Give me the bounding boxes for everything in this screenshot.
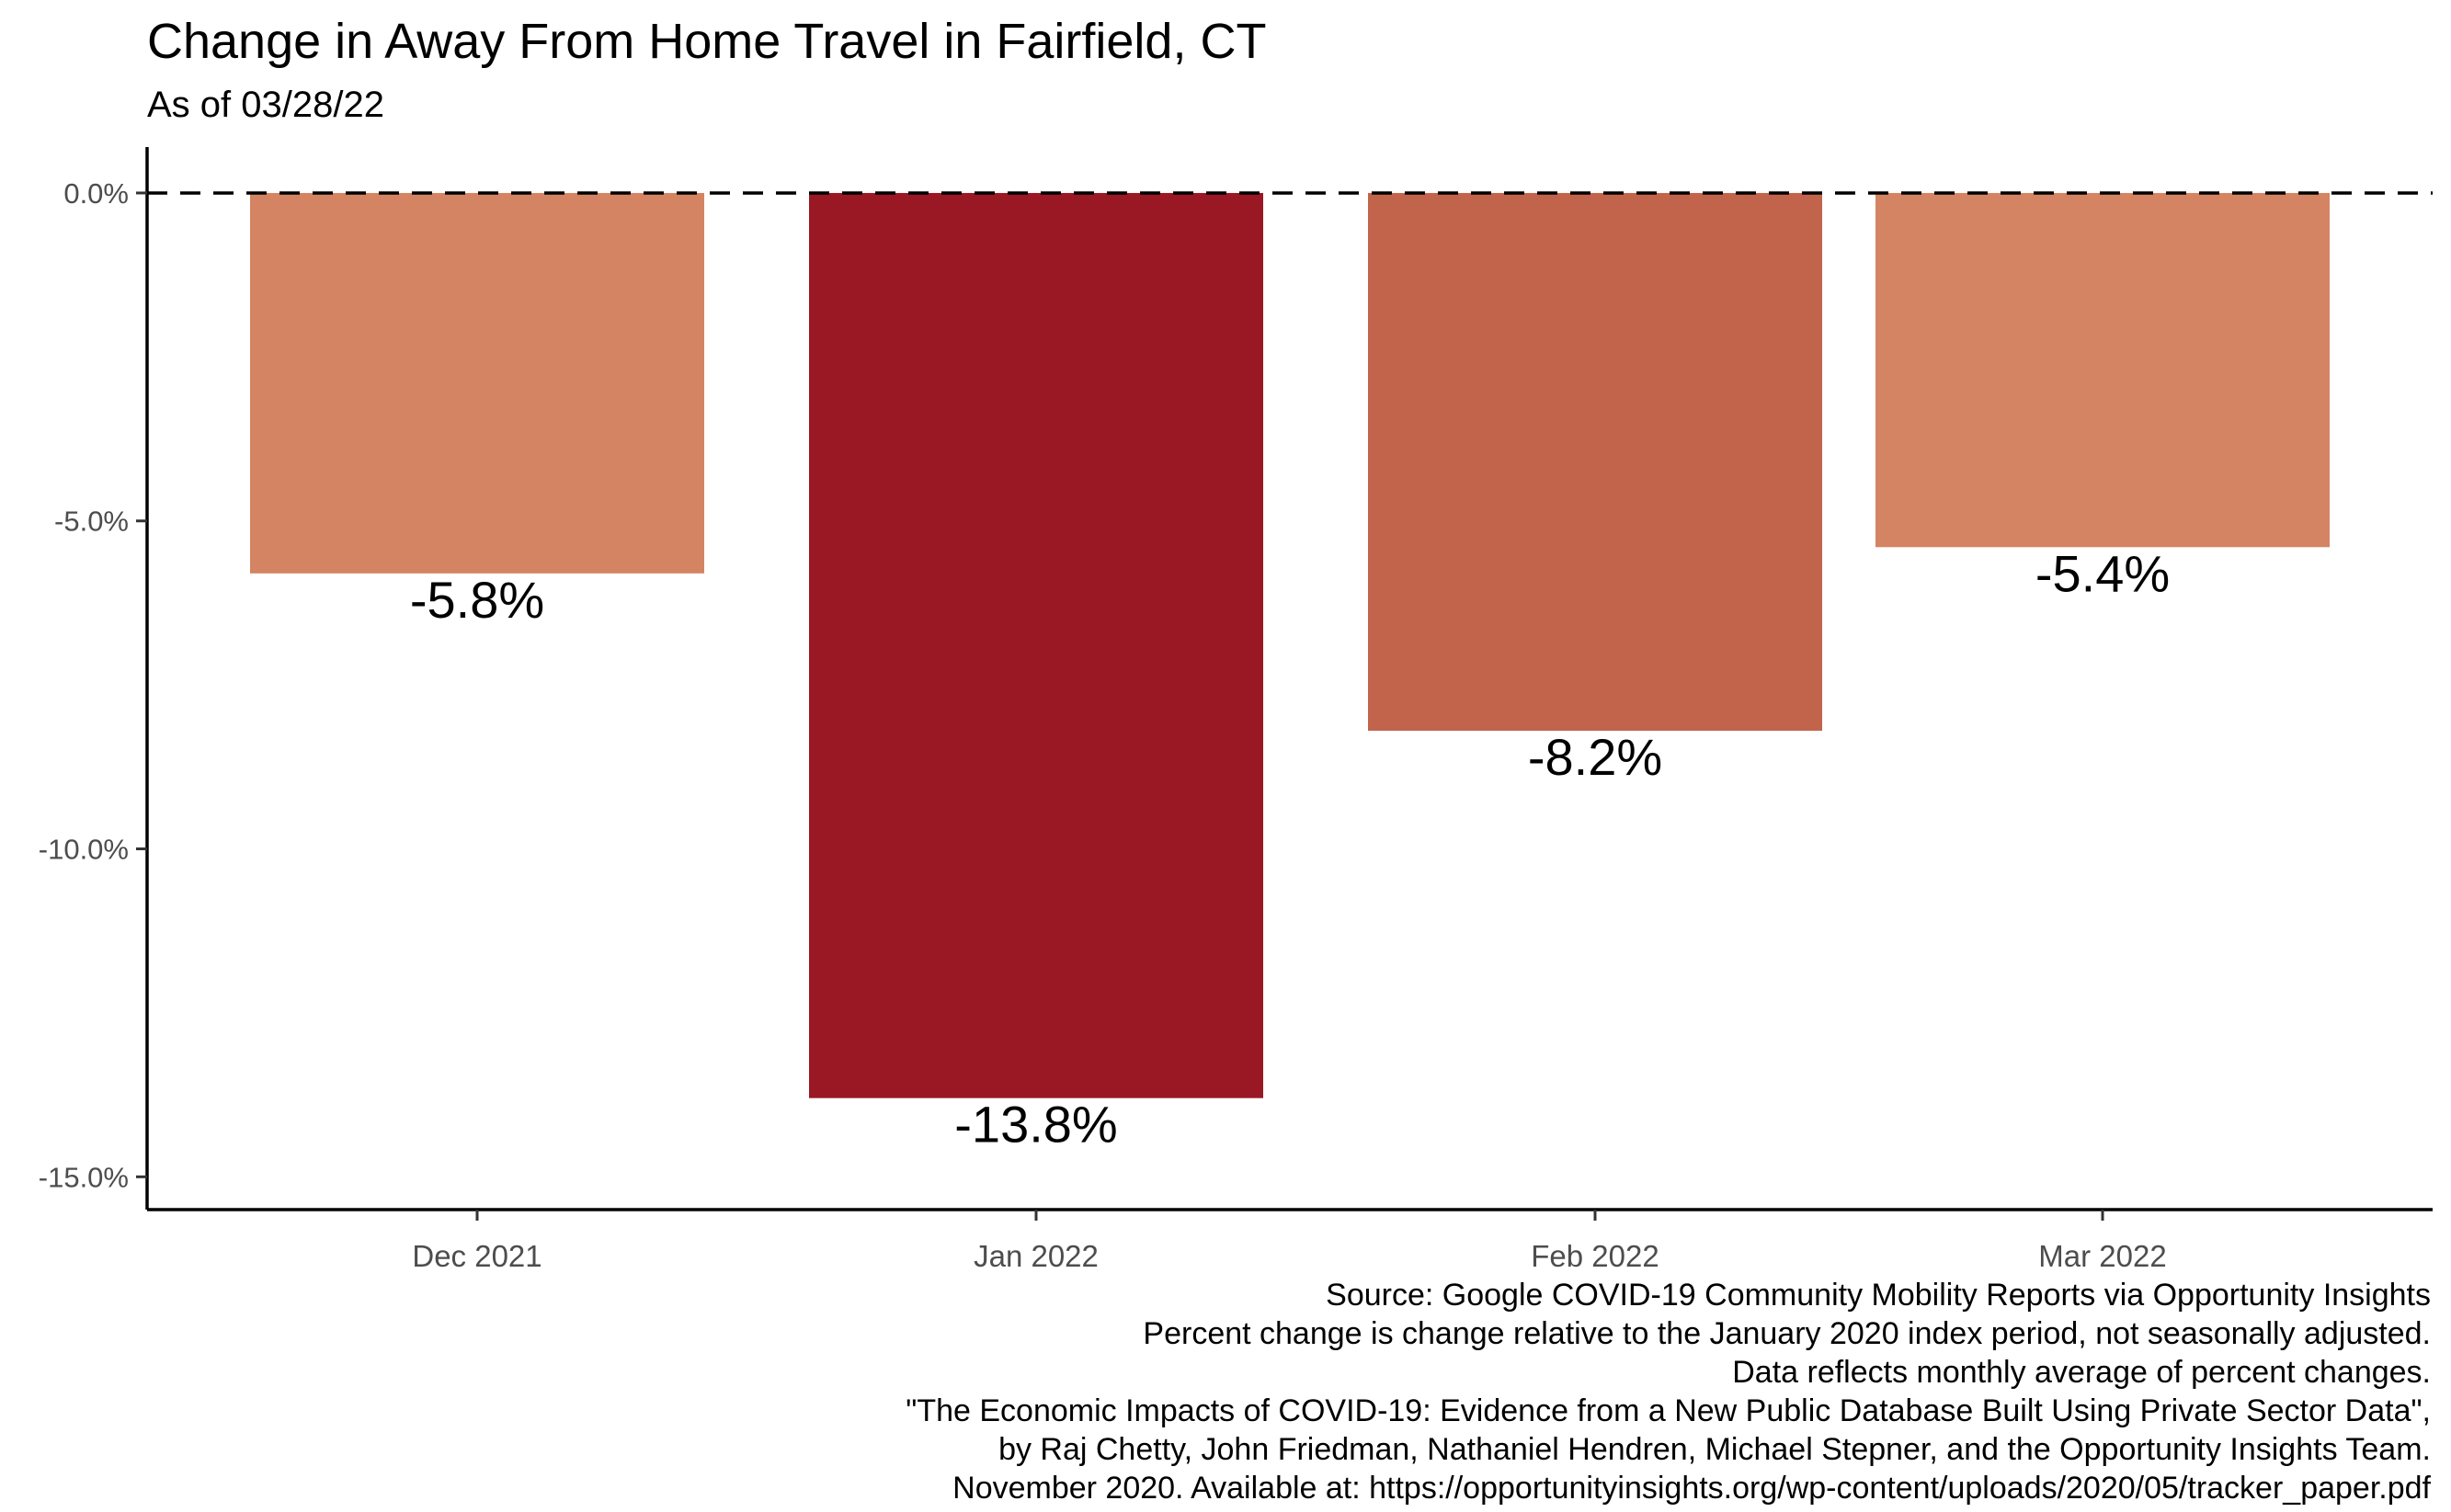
bars-layer [250,192,2330,1098]
chart-subtitle: As of 03/28/22 [147,85,384,125]
caption-line: Data reflects monthly average of percent… [1732,1355,2431,1390]
data-labels-layer: -5.8% -13.8% -8.2% -5.4% [410,544,2170,1153]
bar-dec-2021 [250,192,704,574]
y-tick-label: -15.0% [39,1161,129,1193]
data-label: -5.8% [410,571,544,629]
caption-line: "The Economic Impacts of COVID-19: Evide… [906,1393,2431,1428]
bar-mar-2022 [1875,192,2330,548]
y-axis-ticks: 0.0% -5.0% -10.0% -15.0% [39,177,147,1193]
caption-line: by Raj Chetty, John Friedman, Nathaniel … [998,1432,2431,1467]
chart-title: Change in Away From Home Travel in Fairf… [147,14,1267,69]
y-tick-label: -10.0% [39,834,129,866]
x-tick-label: Jan 2022 [974,1239,1099,1273]
data-label: -5.4% [2035,544,2170,602]
chart-caption: Source: Google COVID-19 Community Mobili… [906,1276,2431,1507]
bar-feb-2022 [1368,192,1822,732]
x-axis-ticks: Dec 2021 Jan 2022 Feb 2022 Mar 2022 [412,1210,2167,1273]
caption-line: November 2020. Available at: https://opp… [952,1471,2431,1506]
x-tick-label: Mar 2022 [2038,1239,2166,1273]
x-tick-label: Dec 2021 [412,1239,542,1273]
bar-jan-2022 [809,192,1263,1098]
y-tick-label: 0.0% [63,177,129,210]
data-label: -13.8% [954,1096,1117,1154]
y-tick-label: -5.0% [54,506,129,538]
data-label: -8.2% [1528,728,1662,786]
x-tick-label: Feb 2022 [1531,1239,1659,1273]
caption-line: Source: Google COVID-19 Community Mobili… [1326,1278,2431,1313]
caption-line: Percent change is change relative to the… [1143,1316,2431,1351]
